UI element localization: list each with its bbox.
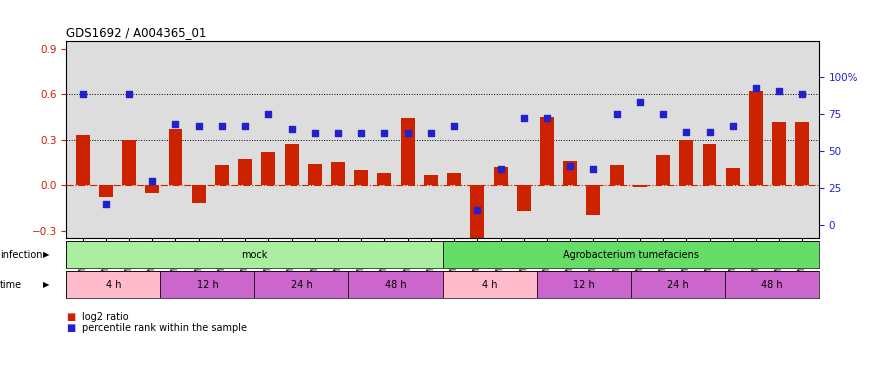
Text: 24 h: 24 h xyxy=(290,280,312,290)
Bar xyxy=(122,140,136,185)
Point xyxy=(470,207,484,213)
Text: 48 h: 48 h xyxy=(385,280,406,290)
Point xyxy=(99,201,113,207)
Text: 48 h: 48 h xyxy=(761,280,782,290)
Bar xyxy=(536,271,630,298)
Bar xyxy=(587,185,600,215)
Bar xyxy=(349,271,442,298)
Point xyxy=(192,123,206,129)
Text: GDS1692 / A004365_01: GDS1692 / A004365_01 xyxy=(66,26,207,39)
Text: 4 h: 4 h xyxy=(481,280,497,290)
Bar xyxy=(75,135,89,185)
Point xyxy=(447,123,461,129)
Bar xyxy=(145,185,159,193)
Point xyxy=(75,92,89,98)
Point xyxy=(424,130,438,136)
Bar xyxy=(517,185,531,211)
Point xyxy=(145,177,159,183)
Bar xyxy=(285,144,298,185)
Point xyxy=(749,86,763,92)
Bar xyxy=(354,170,368,185)
Point xyxy=(540,115,554,121)
Point xyxy=(354,130,368,136)
Bar xyxy=(192,185,205,203)
Bar xyxy=(726,168,740,185)
Bar xyxy=(401,118,415,185)
Bar xyxy=(773,122,786,185)
Bar xyxy=(680,140,693,185)
Bar xyxy=(99,185,112,197)
Bar xyxy=(378,173,391,185)
Bar xyxy=(703,144,717,185)
Point xyxy=(633,99,647,105)
Point xyxy=(494,166,508,172)
Point xyxy=(610,111,624,117)
Bar xyxy=(255,271,349,298)
Point xyxy=(331,130,345,136)
Text: ■: ■ xyxy=(66,323,75,333)
Text: infection: infection xyxy=(0,250,42,259)
Point xyxy=(284,126,298,132)
Text: ■: ■ xyxy=(66,312,75,322)
Bar xyxy=(160,271,255,298)
Bar xyxy=(168,129,182,185)
Bar xyxy=(610,165,624,185)
Bar xyxy=(725,271,819,298)
Bar xyxy=(331,162,345,185)
Bar xyxy=(470,185,484,249)
Point xyxy=(587,166,601,172)
Point xyxy=(796,92,810,98)
Bar xyxy=(238,159,252,185)
Text: 12 h: 12 h xyxy=(573,280,595,290)
Text: 4 h: 4 h xyxy=(105,280,121,290)
Point xyxy=(679,129,693,135)
Bar xyxy=(749,91,763,185)
Point xyxy=(401,130,415,136)
Text: ▶: ▶ xyxy=(42,280,50,289)
Point xyxy=(238,123,252,129)
Point xyxy=(215,123,229,129)
Text: time: time xyxy=(0,280,22,290)
Point xyxy=(772,88,786,94)
Text: log2 ratio: log2 ratio xyxy=(82,312,129,322)
Point xyxy=(726,123,740,129)
Point xyxy=(377,130,391,136)
Bar xyxy=(66,241,442,268)
Point xyxy=(563,163,577,169)
Text: ▶: ▶ xyxy=(42,250,50,259)
Point xyxy=(308,130,322,136)
Point xyxy=(517,115,531,121)
Bar xyxy=(66,271,160,298)
Text: Agrobacterium tumefaciens: Agrobacterium tumefaciens xyxy=(563,250,698,259)
Text: 12 h: 12 h xyxy=(196,280,219,290)
Bar xyxy=(633,185,647,187)
Point xyxy=(168,121,182,127)
Bar xyxy=(540,117,554,185)
Bar xyxy=(215,165,229,185)
Bar xyxy=(563,161,577,185)
Point xyxy=(656,111,670,117)
Bar xyxy=(447,173,461,185)
Bar xyxy=(796,122,810,185)
Text: percentile rank within the sample: percentile rank within the sample xyxy=(82,323,247,333)
Bar xyxy=(442,271,536,298)
Bar xyxy=(261,152,275,185)
Text: 24 h: 24 h xyxy=(666,280,689,290)
Bar xyxy=(494,167,507,185)
Bar xyxy=(308,164,322,185)
Bar xyxy=(630,271,725,298)
Bar xyxy=(656,155,670,185)
Point xyxy=(703,129,717,135)
Bar xyxy=(442,241,819,268)
Point xyxy=(122,92,136,98)
Text: mock: mock xyxy=(242,250,267,259)
Bar xyxy=(424,174,438,185)
Point xyxy=(261,111,275,117)
